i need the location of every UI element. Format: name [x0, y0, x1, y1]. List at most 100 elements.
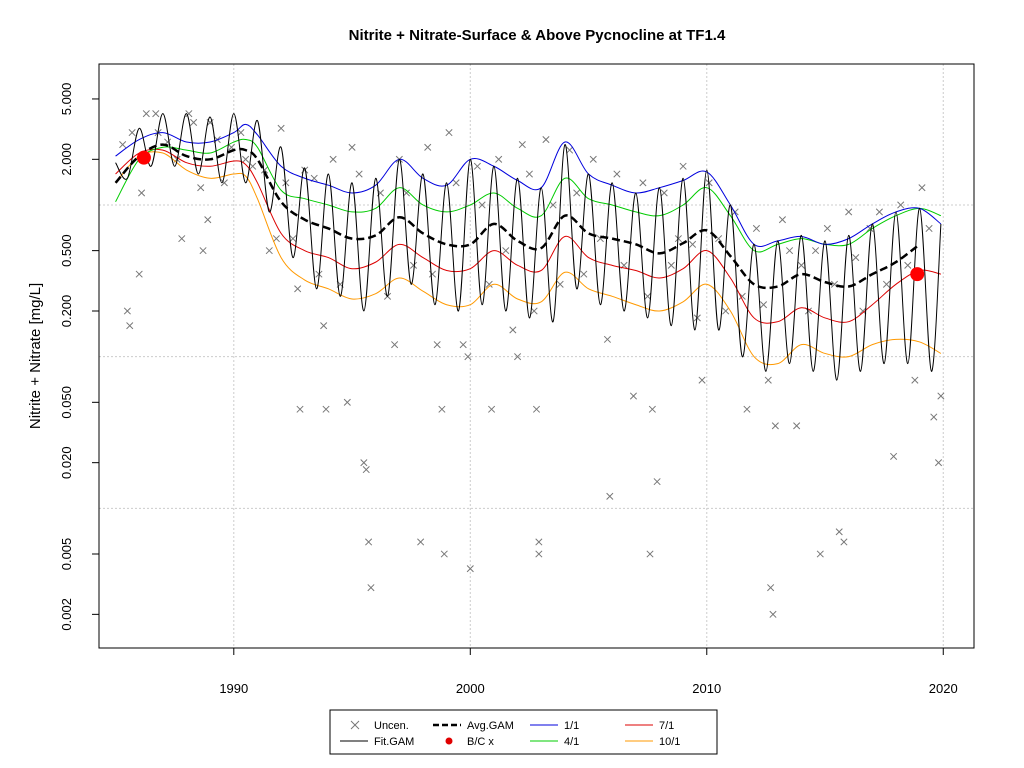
data-point — [674, 235, 682, 243]
data-point — [769, 610, 777, 618]
y-tick-label: 0.002 — [59, 598, 74, 631]
data-point — [823, 224, 831, 233]
data-point — [329, 155, 337, 163]
plot-area — [114, 110, 945, 618]
data-point — [265, 247, 273, 255]
bc-point — [136, 150, 151, 165]
x-tick-label: 2020 — [929, 681, 958, 696]
data-point — [473, 162, 481, 170]
data-point — [693, 314, 701, 322]
data-point — [660, 189, 668, 197]
legend-item: Uncen. — [350, 720, 409, 732]
data-point — [785, 247, 794, 255]
data-point — [937, 392, 945, 400]
data-point — [904, 261, 912, 269]
legend-label: Avg.GAM — [467, 720, 514, 732]
data-point — [119, 141, 127, 149]
data-point — [812, 247, 820, 255]
data-point — [875, 208, 883, 216]
legend-item: Avg.GAM — [433, 720, 514, 732]
data-point — [452, 179, 460, 187]
data-point — [343, 398, 351, 406]
data-point — [488, 405, 496, 413]
data-point — [294, 285, 302, 293]
data-point — [698, 376, 706, 384]
data-point — [556, 280, 564, 288]
bc-point — [910, 267, 925, 282]
data-point — [648, 405, 656, 413]
data-point — [272, 235, 280, 243]
data-point — [738, 292, 746, 300]
data-point — [424, 143, 432, 151]
legend-symbol — [350, 720, 360, 730]
data-point — [428, 270, 436, 278]
data-point — [549, 201, 557, 209]
data-point — [518, 141, 526, 149]
data-point — [178, 235, 186, 243]
legend-box — [329, 709, 718, 755]
data-point — [535, 550, 543, 558]
series-line-71 — [115, 148, 942, 324]
data-point — [409, 261, 418, 269]
data-point — [580, 270, 588, 278]
data-point — [478, 201, 486, 209]
series-line-fitgam — [115, 113, 942, 381]
data-point — [128, 129, 136, 137]
data-point — [890, 452, 898, 460]
data-point — [589, 155, 597, 163]
data-point — [126, 322, 134, 330]
legend-item: 7/1 — [625, 720, 674, 732]
data-point — [934, 459, 943, 467]
data-point — [797, 261, 805, 269]
legend-label: 10/1 — [659, 736, 680, 748]
y-axis: 0.002 0.005 0.020 0.050 0.200 0.500 2.000 5.000 — [59, 83, 99, 631]
x-tick-label: 2000 — [456, 681, 485, 696]
data-point — [362, 466, 370, 474]
data-point — [525, 170, 533, 178]
data-point — [852, 254, 860, 262]
data-point — [365, 538, 373, 546]
data-point — [402, 189, 410, 197]
data-point — [296, 405, 304, 413]
legend-label: B/C x — [467, 736, 494, 748]
data-point — [320, 322, 328, 330]
legend-label: Fit.GAM — [374, 736, 414, 748]
legend-label: 1/1 — [564, 720, 579, 732]
legend-item: Fit.GAM — [340, 736, 414, 748]
data-point — [530, 307, 538, 315]
data-point — [360, 459, 368, 467]
data-point — [542, 135, 550, 144]
data-point — [882, 280, 891, 288]
data-point — [197, 184, 205, 192]
data-point — [911, 376, 919, 384]
data-point — [495, 155, 503, 163]
data-point — [514, 353, 522, 361]
legend-item: 10/1 — [625, 736, 680, 748]
data-point — [348, 143, 356, 151]
data-point — [445, 129, 453, 137]
data-point — [930, 413, 938, 421]
y-tick-label: 2.000 — [59, 143, 74, 176]
legend-item: 4/1 — [530, 736, 579, 748]
data-point — [629, 392, 638, 400]
legend-item: B/C x — [445, 736, 494, 748]
data-point — [322, 405, 330, 413]
data-point — [566, 146, 574, 154]
data-point — [639, 179, 647, 187]
data-point — [573, 189, 581, 197]
data-point — [466, 565, 474, 573]
data-point — [464, 353, 472, 361]
data-point — [845, 208, 853, 216]
data-point — [135, 270, 143, 278]
data-point — [152, 110, 160, 118]
data-point — [391, 341, 399, 349]
data-point — [606, 492, 614, 500]
data-point — [509, 326, 517, 334]
legend: Uncen. Fit.GAM Avg.GAM B/C x 1/1 4/1 7/1 10/1 — [329, 709, 718, 755]
grid — [99, 64, 974, 648]
data-point — [646, 550, 654, 558]
y-axis-label: Nitrite + Nitrate [mg/L] — [27, 283, 44, 429]
data-point — [689, 240, 697, 248]
data-point — [242, 155, 250, 163]
